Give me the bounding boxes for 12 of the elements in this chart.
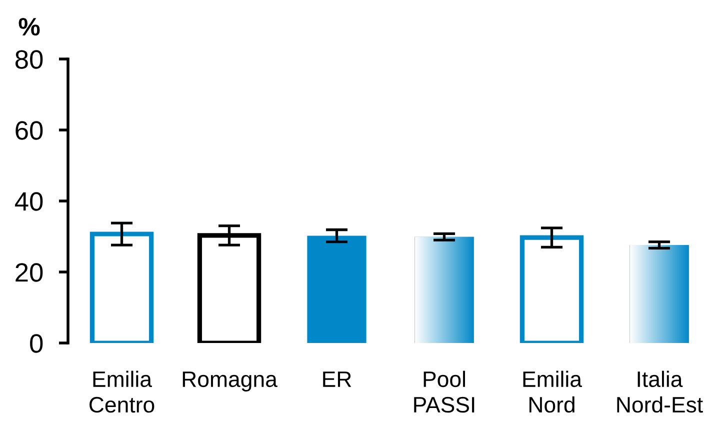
x-tick-label: Emilia Nord <box>523 370 582 413</box>
x-tick-label: ER <box>323 372 352 387</box>
y-tick-label: 40 <box>14 192 43 211</box>
x-tick-label: Pool PASSI <box>414 370 474 413</box>
y-tick-label: 20 <box>16 263 43 282</box>
x-tick-label: Italia Nord-Est <box>617 370 703 413</box>
x-tick-label: Romagna <box>182 372 278 392</box>
x-tick-label: Emilia Centro <box>90 370 154 413</box>
y-axis-title: % <box>18 18 40 36</box>
y-tick-label: 60 <box>16 121 43 140</box>
y-tick-label: 80 <box>15 50 43 69</box>
y-tick-label: 0 <box>30 334 43 353</box>
